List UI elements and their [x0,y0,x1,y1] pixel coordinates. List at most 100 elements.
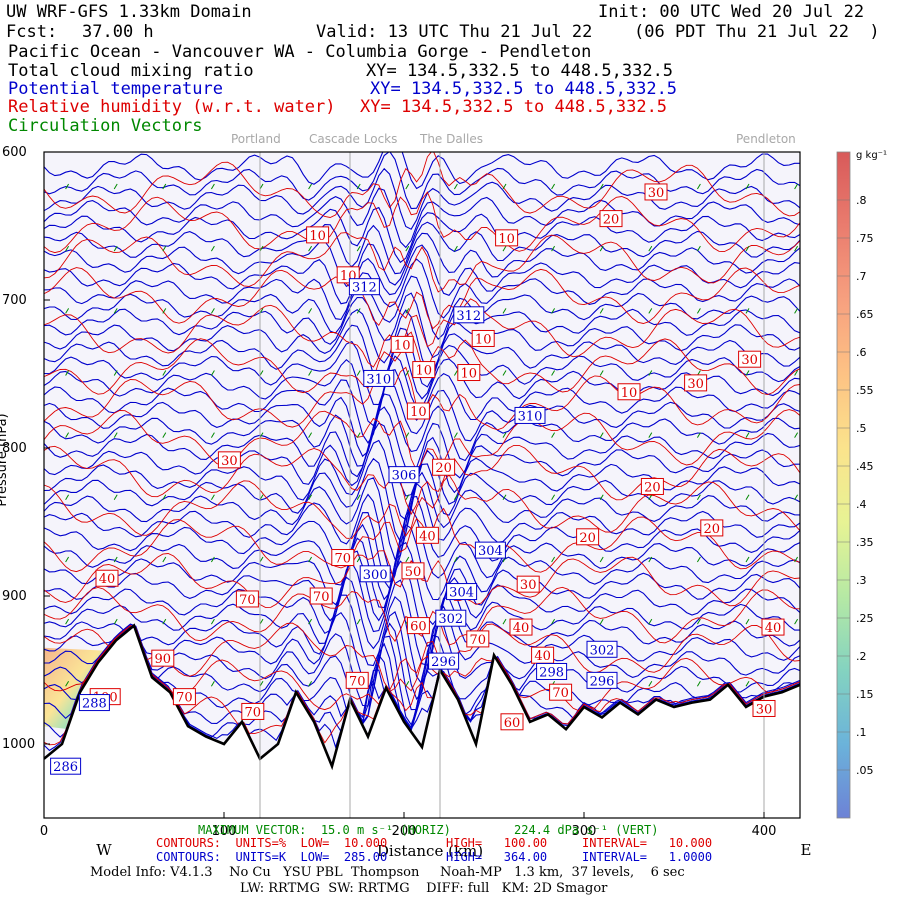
circulation-vector [599,370,604,376]
rh-label: 30 [756,702,773,717]
theta-contour [44,187,800,249]
theta-contour [44,152,800,190]
rh-label: 30 [741,353,758,368]
circulation-vector [356,618,361,625]
circulation-vector [551,494,556,501]
rh-label-box [500,713,524,731]
circulation-vector [356,556,361,563]
circulation-vector [648,432,653,438]
circulation-vector [794,494,799,501]
rh-label-box [640,477,664,495]
circulation-vector [113,370,118,376]
location-cascade-locks: Cascade Locks [309,132,398,146]
west-label: W [96,841,112,859]
circulation-vector [453,183,458,190]
init-time: Init: 00 UTC Wed 20 Jul 22 [598,2,865,22]
circulation-vector [453,432,458,438]
theta-label: 312 [456,309,481,324]
circulation-vector [162,245,167,252]
theta-label-box [363,369,395,387]
circulation-vector [162,556,167,563]
theta-label: 298 [539,665,564,680]
footer-max-vector: MAXIMUM VECTOR: 15.0 m s⁻¹ (HORIZ) [198,823,451,837]
rh-label-box [306,226,330,244]
rh-contour [44,152,800,218]
theta-label-box [514,406,546,424]
theta-label-box [453,306,485,324]
rh-label-box [401,562,425,580]
rh-label-box [761,618,785,636]
theta-label-box [536,662,568,680]
colorbar-label: .1 [856,726,867,739]
rh-label: 40 [419,529,436,544]
rh-contour [44,409,800,472]
footer-theta-contours: CONTOURS: UNITS=K LOW= 285.00 [156,850,388,864]
circulation-vector [599,183,604,190]
circulation-vector [308,245,313,252]
colorbar-label: .55 [856,384,874,397]
theta-label-box [586,640,618,658]
theta-contour [44,541,800,626]
circulation-vector [745,370,750,376]
rh-label: 40 [534,649,551,664]
colorbar [836,151,851,819]
circulation-vector [599,432,604,438]
circulation-vector [551,556,556,563]
circulation-vector [794,618,799,625]
rh-label-box [700,519,724,537]
circulation-vector [405,245,410,252]
rh-label-box [549,683,573,701]
circulation-vector [210,308,215,314]
rh-contour [44,586,800,646]
rh-label-box [217,451,241,469]
theta-label-box [388,466,420,484]
circulation-vector [356,432,361,438]
rh-label: 10 [416,364,433,379]
rh-label: 70 [470,633,487,648]
circulation-vector [210,370,215,376]
circulation-vector [794,432,799,438]
rh-contour [44,474,800,540]
legend-theta-xy: XY= 134.5,332.5 to 448.5,332.5 [370,79,678,99]
circulation-vector [453,494,458,501]
rh-label-box [466,630,490,648]
rh-label: 40 [765,621,782,636]
theta-label: 300 [363,568,388,583]
circulation-vector [405,556,410,563]
circulation-vector [502,308,507,314]
circulation-vector [356,183,361,190]
footer-model-physics: LW: RRTMG SW: RRTMG DIFF: full KM: 2D Sm… [240,881,608,896]
footer-rh-high: HIGH= 100.00 [446,836,548,850]
circulation-vector [65,618,70,625]
legend-relative-humidity: Relative humidity (w.r.t. water) [8,97,336,117]
circulation-vector [696,556,701,563]
circulation-vector [648,556,653,563]
circulation-vector [502,494,507,501]
theta-contour [44,340,800,406]
circulation-vector [210,432,215,438]
theta-label: 296 [431,655,456,670]
rh-label: 30 [648,186,665,201]
forecast-label: Fcst: [6,22,58,42]
rh-contour [44,444,800,515]
theta-contour [44,232,800,288]
rh-label-box [432,458,456,476]
circulation-vector [551,308,556,314]
circulation-vector [356,245,361,252]
rh-label: 70 [245,705,262,720]
circulation-vector [405,370,410,376]
theta-label: 306 [392,469,417,484]
circulation-vector [696,494,701,501]
legend-cloud-mixing: Total cloud mixing ratio [8,61,254,81]
location-pendleton: Pendleton [736,132,796,146]
circulation-vector [210,245,215,252]
circulation-vector [599,494,604,501]
circulation-vector [794,308,799,314]
circulation-vector [405,308,410,314]
rh-label-box [415,526,439,544]
rh-label: 20 [704,522,721,537]
circulation-vector [745,618,750,625]
circulation-vector [696,681,701,687]
circulation-vector [162,370,167,376]
location-portland: Portland [231,132,281,146]
